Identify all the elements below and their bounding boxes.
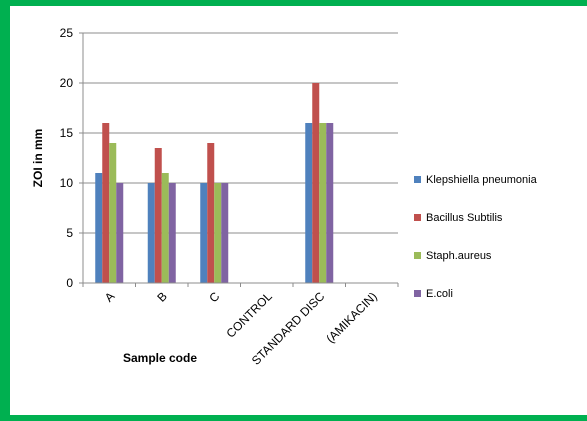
y-tick-label: 0 [66,276,73,290]
bar-b-1 [154,148,162,283]
axes [79,32,399,287]
bar-a-2 [109,143,117,283]
y-tick-label: 15 [60,126,74,140]
frame-inner-bar [6,6,10,415]
y-tick-label: 20 [60,76,74,90]
y-tick-label: 5 [66,226,73,240]
y-tick-labels: 0 5 10 15 20 25 [60,26,74,290]
y-axis-label: ZOI in mm [31,129,45,188]
legend-label: Klepshiella pneumonia [426,174,538,186]
bar-standard-disc-2 [319,123,327,283]
bar-c-3 [221,183,229,283]
legend-label: Bacillus Subtilis [426,212,503,224]
bar-b-2 [161,173,169,283]
legend-label: Staph.aureus [426,250,492,262]
gridlines [83,32,398,234]
bar-b-0 [147,183,155,283]
bar-a-1 [102,123,110,283]
x-tick-label: A [102,289,118,305]
bar-standard-disc-3 [326,123,334,283]
bar-standard-disc-1 [312,83,320,283]
legend-swatch [414,290,421,297]
legend: Klepshiella pneumonia Bacillus Subtilis St… [414,174,538,300]
legend-label: E.coli [426,288,453,300]
bar-c-0 [200,183,208,283]
bar-c-1 [207,143,215,283]
legend-swatch [414,252,421,259]
y-tick-label: 25 [60,26,74,40]
bar-c-2 [214,183,222,283]
x-tick-label: B [154,289,170,305]
bar-standard-disc-0 [305,123,313,283]
x-tick-label: C [206,289,222,305]
legend-swatch [414,176,421,183]
x-axis-label: Sample code [123,351,197,365]
bars [95,83,334,283]
x-tick-label: CONTROL [223,289,275,341]
bar-a-3 [116,183,124,283]
bar-b-3 [168,183,176,283]
legend-swatch [414,214,421,221]
bar-a-0 [95,173,103,283]
x-tick-label: (AMIKACIN) [323,289,380,346]
y-tick-label: 10 [60,176,74,190]
